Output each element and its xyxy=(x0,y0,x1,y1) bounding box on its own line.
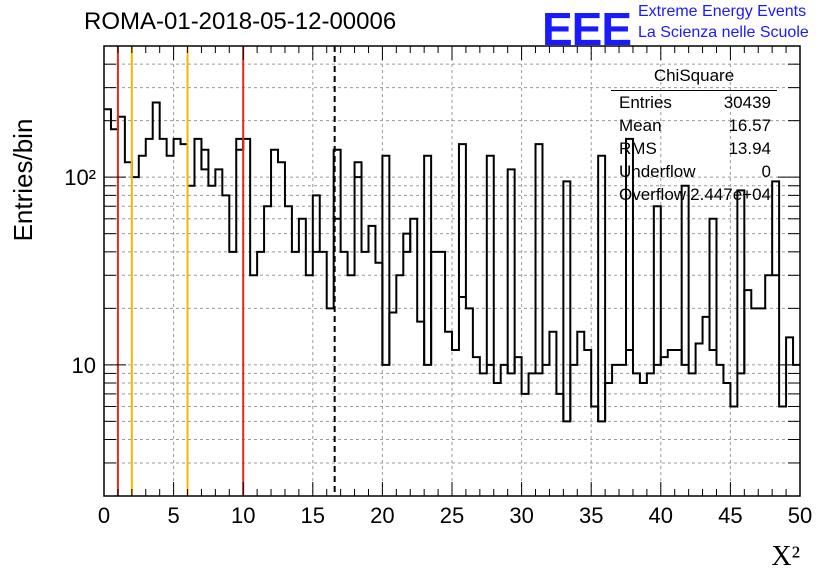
stats-key: RMS xyxy=(619,139,657,158)
x-tick-label: 0 xyxy=(98,503,110,528)
histogram-spike xyxy=(423,154,433,365)
histogram-spike xyxy=(353,161,363,178)
y-axis-label: Entries/bin xyxy=(8,119,38,242)
histogram-spike xyxy=(311,194,321,252)
histogram-spike xyxy=(708,217,718,350)
histogram-spike xyxy=(597,154,607,422)
stats-row-mean: Mean 16.57 xyxy=(619,116,771,139)
histogram-spike xyxy=(506,168,516,374)
stats-key: Underflow xyxy=(619,162,696,181)
histogram-spike xyxy=(381,154,391,365)
stats-value: 16.57 xyxy=(728,116,771,135)
histogram-spike xyxy=(562,180,572,422)
axis-ticks xyxy=(103,45,801,497)
x-tick-label: 50 xyxy=(788,503,812,528)
histogram-spike xyxy=(402,232,412,252)
histogram-spike xyxy=(652,205,662,365)
stats-value: 0 xyxy=(761,162,771,181)
stats-row-entries: Entries 30439 xyxy=(619,93,771,116)
stats-value: 13.94 xyxy=(728,139,771,158)
x-tick-label: 45 xyxy=(718,503,742,528)
histogram-series xyxy=(104,101,800,423)
x-tick-label: 15 xyxy=(301,503,325,528)
histogram-spike xyxy=(200,148,210,170)
histogram-spike xyxy=(736,189,746,374)
x-tick-label: 40 xyxy=(649,503,673,528)
x-tick-label: 10 xyxy=(231,503,255,528)
stats-row-rms: RMS 13.94 xyxy=(619,139,771,162)
x-axis-label: X² xyxy=(771,541,800,572)
stats-row-overflow: Overflow 2.447e+04 xyxy=(619,185,771,208)
stats-key: Mean xyxy=(619,116,662,135)
logo-line-2: La Scienza nelle Scuole xyxy=(638,24,809,41)
eee-logo: EEE xyxy=(542,3,632,55)
histogram-spike xyxy=(534,143,544,374)
grid-lines xyxy=(104,46,800,496)
stats-title: ChiSquare xyxy=(653,66,735,85)
axis-tick-labels: 0 5 10 15 20 25 30 35 40 45 50 10 10² xyxy=(64,165,812,528)
stats-key: Entries xyxy=(619,93,672,112)
x-tick-label: 35 xyxy=(579,503,603,528)
histogram-spike xyxy=(771,180,781,276)
stats-value: 2.447e+04 xyxy=(690,185,771,204)
histogram-spike xyxy=(485,154,495,365)
x-tick-label: 20 xyxy=(370,503,394,528)
histogram-spike xyxy=(680,184,690,365)
histogram-spike xyxy=(332,148,342,219)
histogram-spike xyxy=(457,143,467,297)
stats-value: 30439 xyxy=(723,93,771,112)
reference-lines xyxy=(116,46,336,496)
histogram-spike xyxy=(625,137,634,350)
logo-line-1: Extreme Energy Events xyxy=(638,3,807,20)
chart-title: ROMA-01-2018-05-12-00006 xyxy=(84,8,397,35)
x-tick-label: 30 xyxy=(509,503,533,528)
y-tick-label: 10² xyxy=(64,165,96,190)
stats-divider xyxy=(611,90,777,91)
histogram-spike xyxy=(235,137,245,150)
stats-row-underflow: Underflow 0 xyxy=(619,162,771,185)
x-tick-label: 25 xyxy=(440,503,464,528)
stats-key: Overflow xyxy=(619,185,687,204)
x-tick-label: 5 xyxy=(167,503,179,528)
y-tick-label: 10 xyxy=(72,353,96,378)
